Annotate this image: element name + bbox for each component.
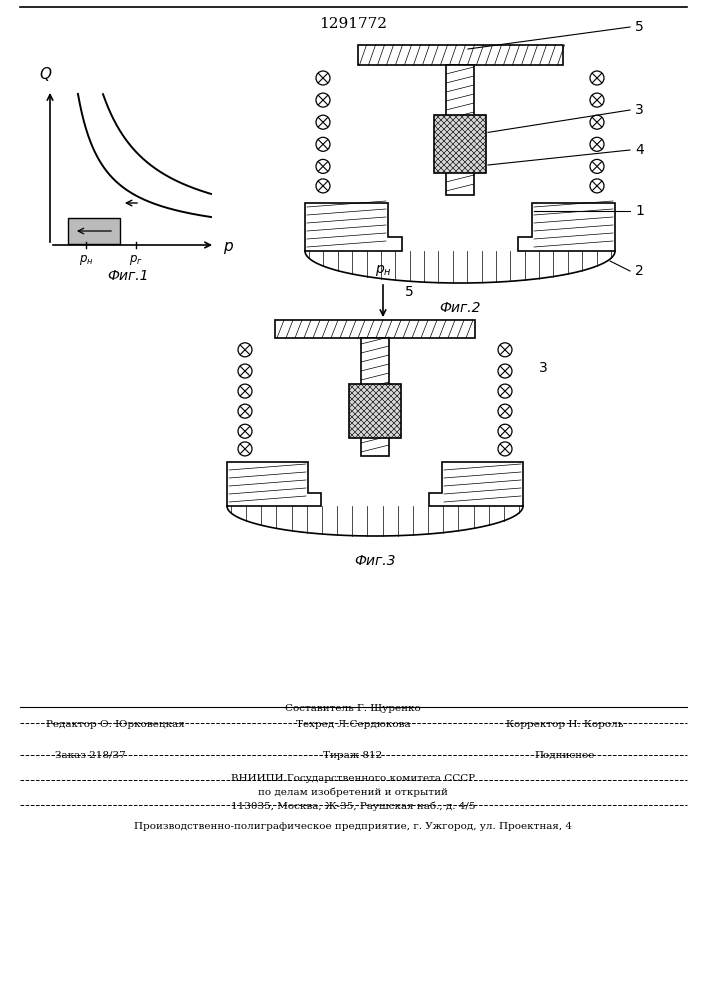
Text: Техред Л.Сердюкова: Техред Л.Сердюкова bbox=[296, 720, 410, 729]
Text: Тираж 812: Тираж 812 bbox=[323, 751, 382, 760]
Circle shape bbox=[590, 179, 604, 193]
Polygon shape bbox=[429, 462, 523, 506]
Circle shape bbox=[238, 404, 252, 418]
Bar bbox=[361, 338, 389, 456]
Bar bbox=[275, 320, 475, 338]
Circle shape bbox=[238, 343, 252, 357]
Text: 4: 4 bbox=[635, 143, 644, 157]
Circle shape bbox=[498, 442, 512, 456]
Circle shape bbox=[498, 424, 512, 438]
Text: Фиг.2: Фиг.2 bbox=[439, 301, 481, 315]
Circle shape bbox=[590, 93, 604, 107]
Circle shape bbox=[590, 115, 604, 129]
Text: Редактор О. Юрковецкая: Редактор О. Юрковецкая bbox=[46, 720, 185, 729]
Bar bbox=[358, 45, 563, 65]
Text: Фиг.3: Фиг.3 bbox=[354, 554, 396, 568]
Circle shape bbox=[590, 71, 604, 85]
Circle shape bbox=[316, 115, 330, 129]
Circle shape bbox=[498, 364, 512, 378]
Circle shape bbox=[498, 384, 512, 398]
Circle shape bbox=[238, 442, 252, 456]
Circle shape bbox=[316, 179, 330, 193]
Circle shape bbox=[238, 384, 252, 398]
Text: ВНИИПИ Государственного комитета СССР: ВНИИПИ Государственного комитета СССР bbox=[231, 774, 475, 783]
Bar bbox=[68, 218, 120, 244]
Text: Фиг.1: Фиг.1 bbox=[107, 269, 148, 283]
Circle shape bbox=[316, 93, 330, 107]
Circle shape bbox=[316, 137, 330, 151]
Text: 3: 3 bbox=[539, 361, 548, 375]
Circle shape bbox=[316, 159, 330, 173]
Bar bbox=[349, 384, 401, 438]
Text: 3: 3 bbox=[635, 103, 644, 117]
Circle shape bbox=[498, 404, 512, 418]
Text: 113035, Москва, Ж-35, Раушская наб., д. 4/5: 113035, Москва, Ж-35, Раушская наб., д. … bbox=[230, 802, 475, 811]
Bar bbox=[446, 65, 474, 195]
Text: $p_г$: $p_г$ bbox=[129, 253, 143, 267]
Text: 1291772: 1291772 bbox=[319, 17, 387, 31]
Text: 1: 1 bbox=[635, 204, 644, 218]
Circle shape bbox=[590, 159, 604, 173]
Text: $p_н$: $p_н$ bbox=[375, 263, 392, 278]
Text: Q: Q bbox=[39, 67, 51, 82]
Circle shape bbox=[498, 343, 512, 357]
Circle shape bbox=[238, 364, 252, 378]
Polygon shape bbox=[305, 203, 402, 251]
Text: по делам изобретений и открытий: по делам изобретений и открытий bbox=[258, 788, 448, 797]
Text: Корректор Н. Король: Корректор Н. Король bbox=[506, 720, 624, 729]
Polygon shape bbox=[305, 251, 615, 283]
Text: Производственно-полиграфическое предприятие, г. Ужгород, ул. Проектная, 4: Производственно-полиграфическое предприя… bbox=[134, 822, 572, 831]
Text: 2: 2 bbox=[635, 264, 644, 278]
Text: $p_н$: $p_н$ bbox=[78, 253, 93, 267]
Polygon shape bbox=[227, 506, 523, 536]
Circle shape bbox=[590, 137, 604, 151]
Text: Составитель Г. Щуренко: Составитель Г. Щуренко bbox=[285, 704, 421, 713]
Text: Подписное: Подписное bbox=[534, 751, 595, 760]
Text: 5: 5 bbox=[635, 20, 644, 34]
Text: Заказ 218/37: Заказ 218/37 bbox=[54, 751, 125, 760]
Circle shape bbox=[238, 424, 252, 438]
Text: p: p bbox=[223, 239, 233, 254]
Polygon shape bbox=[518, 203, 615, 251]
Bar bbox=[434, 115, 486, 173]
Circle shape bbox=[316, 71, 330, 85]
Polygon shape bbox=[227, 462, 321, 506]
Text: 5: 5 bbox=[405, 285, 414, 299]
